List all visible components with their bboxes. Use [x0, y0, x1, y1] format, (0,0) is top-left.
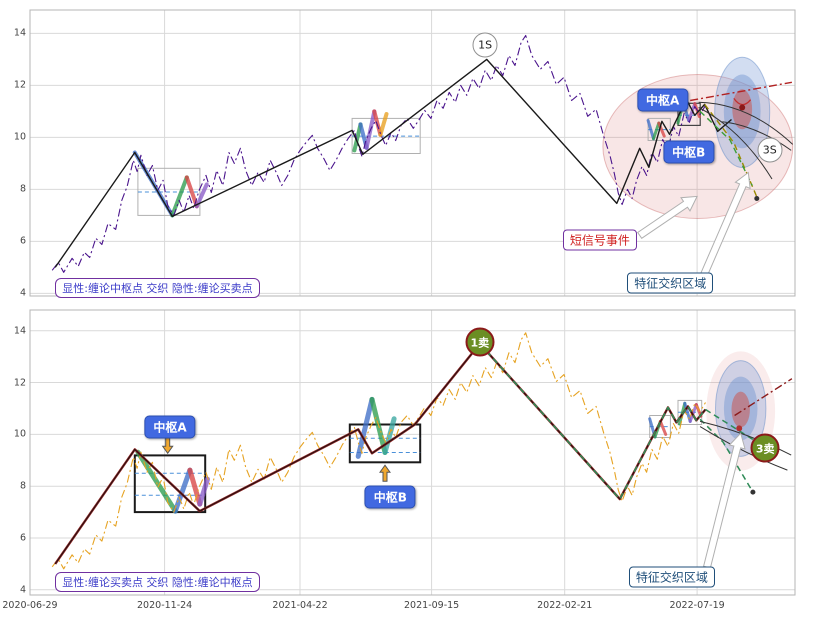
y-tick-label: 4 — [19, 584, 26, 596]
y-tick-label: 8 — [19, 183, 26, 195]
y-tick-label: 14 — [13, 325, 26, 337]
plot-border — [29, 9, 796, 297]
pen-stroke — [352, 122, 363, 153]
pen-stroke — [658, 419, 668, 436]
pen-stroke — [172, 467, 193, 514]
fan-arc — [698, 101, 794, 145]
bottom-legend-label: 显性:缠论买卖点 交织 隐性:缠论中枢点 — [55, 572, 260, 593]
fan-arc — [699, 420, 792, 456]
marker-dot — [739, 104, 746, 111]
y-tick-label: 6 — [19, 235, 26, 247]
series-green-projection-1 — [705, 408, 766, 448]
pen-stroke — [652, 121, 661, 141]
series-chan-trend — [54, 58, 732, 268]
pen-stroke — [355, 396, 375, 459]
y-tick-label: 8 — [19, 480, 26, 492]
x-tick-label: 2021-04-22 — [272, 600, 328, 611]
marker-dot — [736, 425, 743, 432]
pen-stroke — [197, 476, 210, 507]
fan-arc — [698, 107, 773, 180]
pen-stroke — [687, 102, 697, 122]
pen-stroke — [378, 112, 389, 137]
short-signal-event-label: 短信号事件 — [562, 229, 637, 251]
block-arrow — [379, 464, 391, 482]
top-zhongshu-b-label: 中枢B — [663, 140, 715, 164]
block-arrow — [699, 171, 751, 279]
pen-stroke — [194, 182, 209, 209]
pen-stroke — [382, 416, 397, 455]
pen-stroke — [170, 175, 189, 218]
fan-arc — [722, 121, 792, 151]
series-projection-red — [690, 81, 793, 102]
y-tick-label: 10 — [13, 131, 26, 143]
series-price — [51, 332, 706, 570]
y-tick-label: 6 — [19, 532, 26, 544]
top-feature-zone-label: 特征交织区域 — [627, 272, 714, 294]
fan-arc — [699, 426, 788, 471]
plot-border — [29, 309, 796, 596]
y-tick-label: 10 — [13, 428, 26, 440]
bottom-zhongshu-b-label: 中枢B — [364, 485, 416, 509]
y-tick-label: 12 — [13, 79, 26, 91]
series-projection-green — [699, 110, 753, 186]
sell-point-1-marker: 1卖 — [465, 327, 495, 357]
x-tick-label: 2021-09-15 — [404, 600, 460, 611]
pen-stroke — [372, 109, 383, 137]
x-tick-label: 2022-02-21 — [537, 600, 593, 611]
block-arrow — [637, 195, 698, 239]
sell-point-3-marker: 3卖 — [750, 433, 780, 463]
y-tick-label: 4 — [19, 287, 26, 299]
x-tick-label: 2020-11-24 — [137, 600, 193, 611]
series-projection-maroon — [734, 378, 793, 417]
block-arrow — [702, 432, 746, 569]
top-signal-3s-marker: 3S — [757, 137, 783, 163]
pen-stroke — [187, 467, 203, 507]
series-chan-trend — [54, 342, 707, 565]
top-legend-label: 显性:缠论中枢点 交织 隐性:缠论买卖点 — [55, 278, 260, 299]
top-signal-1s-marker: 1S — [472, 32, 498, 58]
bottom-feature-zone-label: 特征交织区域 — [628, 566, 715, 588]
y-tick-label: 12 — [13, 377, 26, 389]
y-tick-label: 14 — [13, 27, 26, 39]
series-green-overlay — [479, 343, 707, 500]
marker-dot — [754, 196, 760, 201]
zone-ellipse — [731, 391, 750, 428]
pen-stroke — [184, 175, 199, 209]
pen-stroke — [657, 121, 666, 138]
top-zhongshu-a-label: 中枢A — [636, 88, 689, 112]
x-tick-label: 2020-06-29 — [2, 600, 58, 611]
series-green-projection-2 — [699, 418, 754, 493]
pen-stroke — [646, 119, 655, 141]
marker-dot — [750, 489, 756, 495]
series-price — [51, 34, 706, 273]
x-tick-label: 2022-07-19 — [669, 600, 725, 611]
series-chan-trend-edge — [54, 343, 706, 565]
pivot-box — [348, 423, 422, 464]
bottom-zhongshu-a-label: 中枢A — [144, 415, 196, 439]
